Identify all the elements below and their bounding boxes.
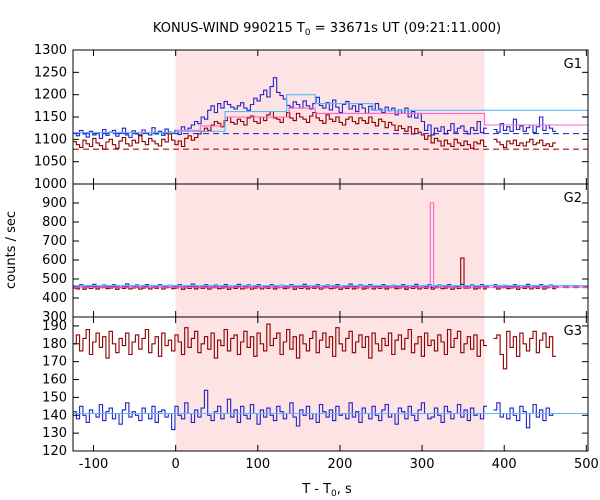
chart-title-main: KONUS-WIND 990215 T (153, 21, 305, 36)
fit-step-0 (175, 107, 588, 131)
y-tick-label: 300 (42, 310, 67, 325)
panel-frame (72, 316, 589, 452)
x-tick-label: 0 (172, 457, 180, 472)
y-tick-label: 1050 (34, 155, 67, 170)
y-tick-label: 600 (42, 253, 67, 268)
y-tick-label: 1150 (34, 110, 67, 125)
panel-label: G2 (564, 191, 582, 206)
x-axis-label-sub: 0 (331, 489, 337, 499)
y-tick-label: 120 (42, 444, 67, 459)
panel-label: G3 (564, 324, 582, 339)
x-tick-label: 500 (574, 457, 599, 472)
fit-step-1 (73, 94, 588, 135)
panel-g3: 120 130 140 150 160 170 180 190 -100 0 100 200 300 40… (42, 316, 599, 472)
y-tick-label: 1000 (34, 177, 67, 192)
y-tick-label: 190 (42, 319, 67, 334)
panel-g2: 300 400 500 600 700 800 900 G2 (42, 183, 589, 325)
panel-plot-area (73, 77, 588, 150)
x-tick-label: 100 (245, 457, 270, 472)
y-tick-label: 130 (42, 426, 67, 441)
fit-step-0 (73, 202, 588, 288)
y-tick-label: 180 (42, 337, 67, 352)
shaded-interval (175, 184, 485, 317)
x-tick-label: 200 (328, 457, 353, 472)
series-1-line (73, 111, 556, 150)
chart-title: KONUS-WIND 990215 T0 = 33671s UT (09:21:… (153, 21, 501, 38)
chart-title-sub: 0 (305, 28, 311, 38)
y-tick-label: 1200 (34, 88, 67, 103)
series-0-line (73, 77, 556, 139)
y-tick-label: 150 (42, 390, 67, 405)
x-tick-label: 300 (410, 457, 435, 472)
y-tick-label: 1250 (34, 65, 67, 80)
y-tick-label: 800 (42, 215, 67, 230)
panel-plot-area (73, 202, 588, 290)
y-tick-label: 900 (42, 196, 67, 211)
x-axis-label-main: T - T (301, 482, 331, 497)
y-tick-label: 160 (42, 373, 67, 388)
y-tick-label: 500 (42, 272, 67, 287)
y-tick-label: 700 (42, 234, 67, 249)
fit-step-1 (73, 285, 588, 287)
panel-label: G1 (564, 57, 582, 72)
shaded-interval (175, 50, 485, 184)
y-tick-label: 1100 (34, 132, 67, 147)
y-tick-label: 170 (42, 355, 67, 370)
panel-plot-area (73, 323, 588, 431)
series-0-line (73, 323, 556, 370)
y-tick-label: 140 (42, 408, 67, 423)
y-tick-label: 1300 (34, 43, 67, 58)
y-axis-label: counts / sec (4, 211, 19, 289)
panel-g1: 1000 1050 1100 1150 1200 1250 1300 G1 (34, 43, 589, 192)
chart-title-rest: = 33671s UT (09:21:11.000) (311, 21, 501, 36)
panels: 1000105011001150120012501300G13004005006… (34, 43, 599, 472)
x-axis-label: T - T0, s (301, 482, 352, 499)
x-tick-label: 400 (492, 457, 517, 472)
y-tick-label: 400 (42, 291, 67, 306)
x-tick-label: -100 (79, 457, 109, 472)
x-axis-label-rest: , s (337, 482, 352, 497)
